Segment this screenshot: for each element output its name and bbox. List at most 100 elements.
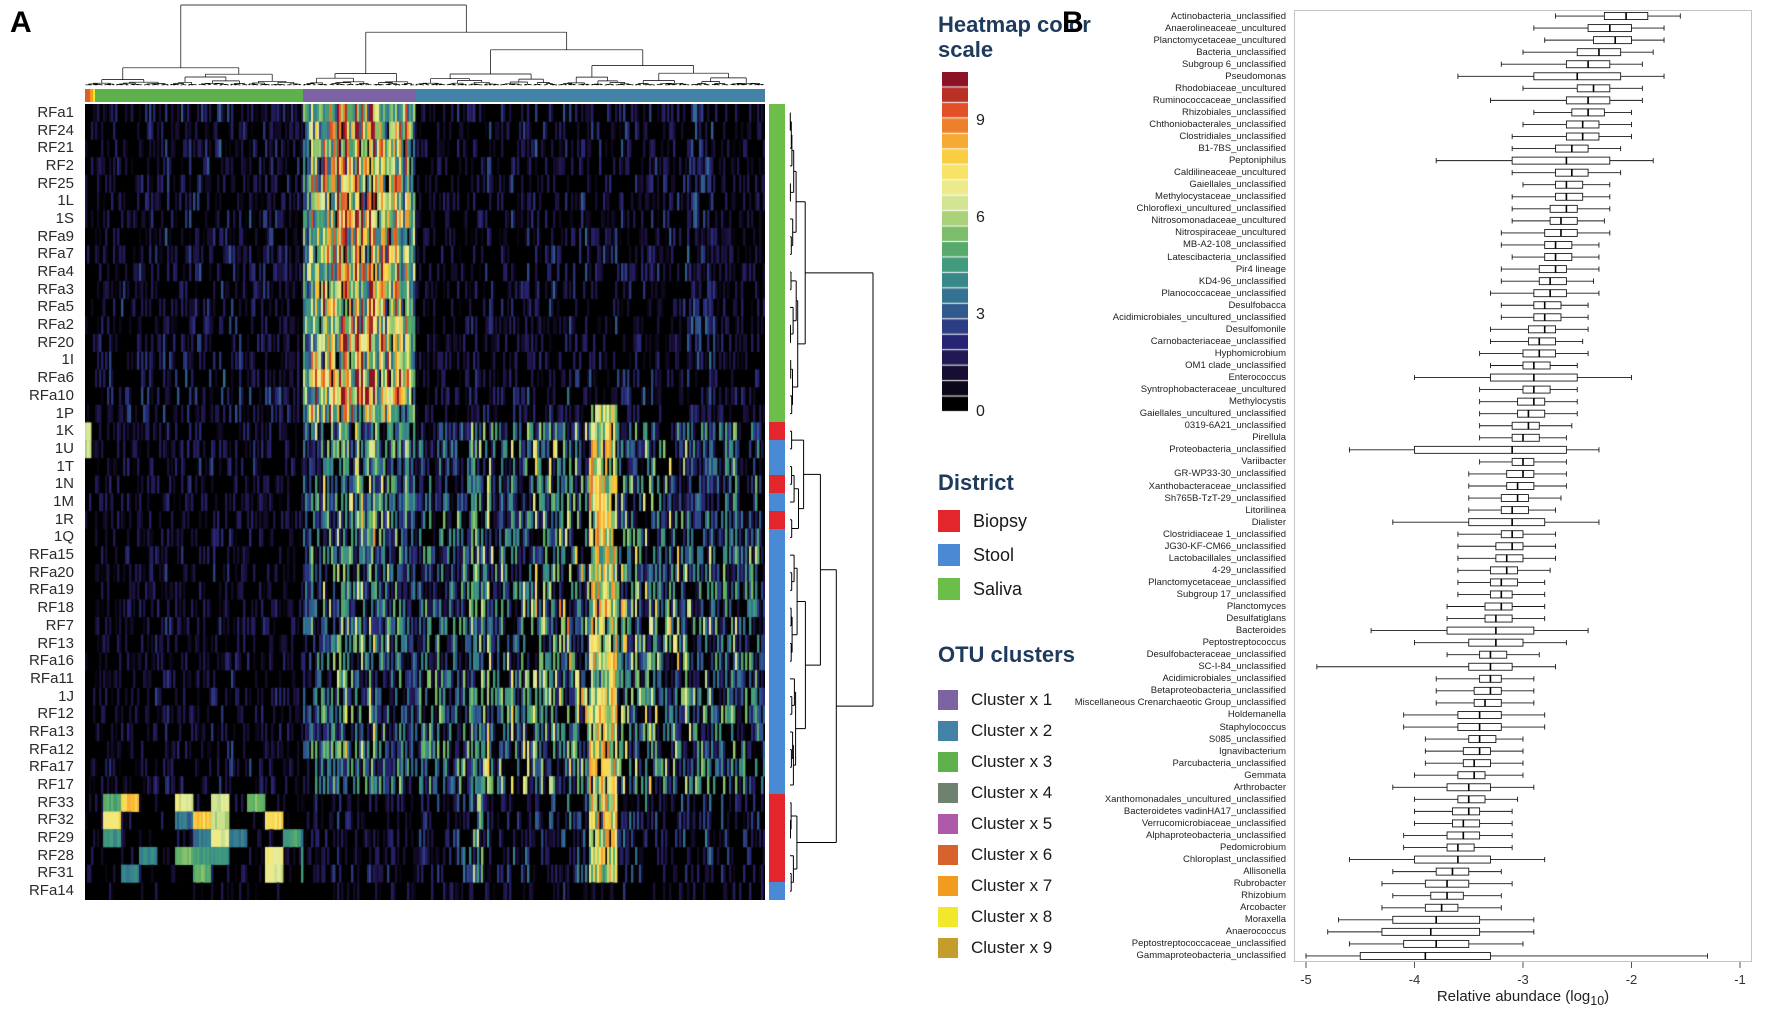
district-cell	[769, 793, 785, 812]
district-cell	[769, 104, 785, 122]
district-cell	[769, 740, 785, 759]
district-cell	[769, 882, 785, 900]
taxa-label: Planococcaceae_unclassified	[1161, 287, 1286, 299]
taxa-label: Latescibacteria_unclassified	[1167, 251, 1286, 263]
heatmap-row-label: RFa15	[28, 546, 74, 564]
taxa-label: Enterococcus	[1228, 372, 1286, 384]
taxa-label: Xanthomonadales_uncultured_unclassified	[1104, 793, 1286, 805]
district-cell	[769, 581, 785, 600]
legend-swatch	[938, 720, 958, 741]
taxa-label: Arcobacter	[1240, 902, 1286, 914]
taxa-label: Sh765B-TzT-29_unclassified	[1164, 492, 1286, 504]
heatmap-row-label: RFa13	[28, 722, 74, 740]
district-cell	[769, 634, 785, 653]
taxa-label: Peptostreptococcus	[1202, 637, 1286, 649]
column-dendrogram	[85, 4, 765, 86]
taxa-label: Pir4 lineage	[1235, 263, 1286, 275]
taxa-label: Nitrosomonadaceae_uncultured	[1151, 215, 1286, 227]
taxa-label: Xanthobacteraceae_unclassified	[1148, 480, 1286, 492]
taxa-label: Methylocystis	[1228, 396, 1286, 408]
heatmap-row-label: RFa4	[37, 263, 74, 281]
legend-item: Cluster x 6	[938, 839, 1052, 870]
x-axis-label-sub: 10	[1590, 994, 1605, 1008]
district-cell	[769, 599, 785, 617]
cluster-bar-segment	[302, 89, 415, 102]
legend-swatch	[938, 510, 960, 532]
taxa-label: Rhodobiaceae_uncultured	[1175, 82, 1286, 94]
heatmap-row-label: 1I	[61, 351, 74, 369]
taxa-label: 0319-6A21_unclassified	[1184, 420, 1286, 432]
heatmap-row-label: RF24	[37, 121, 74, 139]
district-cell	[769, 369, 785, 387]
taxa-label: Desulfobacteraceae_unclassified	[1146, 649, 1286, 661]
taxa-label: Verrucomicrobiaceae_unclassified	[1141, 817, 1286, 829]
heatmap-row-label: RFa5	[37, 298, 74, 316]
colorbar-tick-label: 6	[976, 208, 985, 226]
legend-item: Cluster x 8	[938, 901, 1052, 932]
legend-swatch	[938, 751, 958, 772]
row-dendrogram	[789, 112, 874, 892]
legend-label: Cluster x 3	[971, 751, 1053, 771]
heatmap-row-label: RF7	[45, 616, 74, 634]
district-cell	[769, 705, 785, 724]
taxa-label: Proteobacteria_unclassified	[1169, 444, 1286, 456]
district-cell	[769, 298, 785, 317]
otu-cluster-bar	[85, 89, 765, 102]
district-cell	[769, 387, 785, 405]
legend-label: Cluster x 1	[971, 689, 1053, 709]
heatmap-row-label: 1T	[56, 457, 74, 475]
heatmap-row-label: RF29	[37, 829, 74, 847]
taxa-label: Parcubacteria_unclassified	[1172, 757, 1286, 769]
legend-swatch	[938, 782, 958, 803]
district-cell	[769, 528, 785, 547]
svg-text:-1: -1	[1734, 972, 1746, 987]
district-cell	[769, 758, 785, 777]
legend-item: Stool	[938, 544, 1027, 566]
legend-item: Cluster x 7	[938, 870, 1052, 901]
district-legend-title: District	[938, 470, 1014, 495]
taxa-label: Holdemanella	[1227, 709, 1286, 721]
legend-label: Cluster x 4	[971, 782, 1053, 802]
legend-label: Cluster x 8	[971, 906, 1053, 926]
district-strip	[769, 104, 785, 900]
legend-label: Cluster x 5	[971, 813, 1053, 833]
taxa-label: Rhizobium	[1241, 890, 1286, 902]
taxa-label: Chloroflexi_uncultured_unclassified	[1136, 203, 1286, 215]
taxa-label: Caldilineaceae_uncultured	[1174, 167, 1286, 179]
district-cell	[769, 846, 785, 865]
taxa-label: Subgroup 6_unclassified	[1181, 58, 1286, 70]
heatmap-row-label: 1J	[58, 687, 74, 705]
district-cell	[769, 316, 785, 334]
taxa-label: Variibacter	[1241, 456, 1286, 468]
taxa-label: Bacteroidetes vadinHA17_unclassified	[1123, 805, 1286, 817]
otu-cluster-legend: Cluster x 1 Cluster x 2 Cluster x 3 Cluster…	[938, 684, 1052, 963]
taxa-label: Pseudomonas	[1225, 70, 1286, 82]
legend-item: Cluster x 9	[938, 932, 1052, 963]
heatmap-row-label: RF32	[37, 811, 74, 829]
district-cell	[769, 670, 785, 688]
district-cell	[769, 652, 785, 670]
heatmap-row-label: 1S	[55, 209, 74, 227]
legend-item: Saliva	[938, 578, 1027, 600]
district-cell	[769, 723, 785, 741]
district-cell	[769, 475, 785, 494]
taxa-label: 4-29_unclassified	[1212, 564, 1286, 576]
heatmap-row-label: RFa19	[28, 581, 74, 599]
heatmap-row-label: RF21	[37, 139, 74, 157]
heatmap-row-label: RF12	[37, 705, 74, 723]
district-cell	[769, 422, 785, 441]
taxa-label: Staphylococcus	[1219, 721, 1286, 733]
taxa-label: Clostridiales_unclassified	[1179, 131, 1286, 143]
heatmap-row-label: 1K	[55, 422, 74, 440]
taxa-label: Chthoniobacterales_unclassified	[1149, 118, 1286, 130]
district-cell	[769, 563, 785, 582]
district-cell	[769, 139, 785, 158]
legend-item: Cluster x 2	[938, 715, 1052, 746]
taxa-label: Syntrophobacteraceae_uncultured	[1140, 384, 1286, 396]
taxa-label: JG30-KF-CM66_unclassified	[1164, 540, 1286, 552]
heatmap-row-label: RF13	[37, 634, 74, 652]
taxa-label: SC-I-84_unclassified	[1198, 661, 1286, 673]
heatmap-row-label: 1N	[54, 475, 74, 493]
boxplot: -5 -4 -3 -2 -1	[1294, 10, 1752, 987]
heatmap-row-label: RF18	[37, 599, 74, 617]
